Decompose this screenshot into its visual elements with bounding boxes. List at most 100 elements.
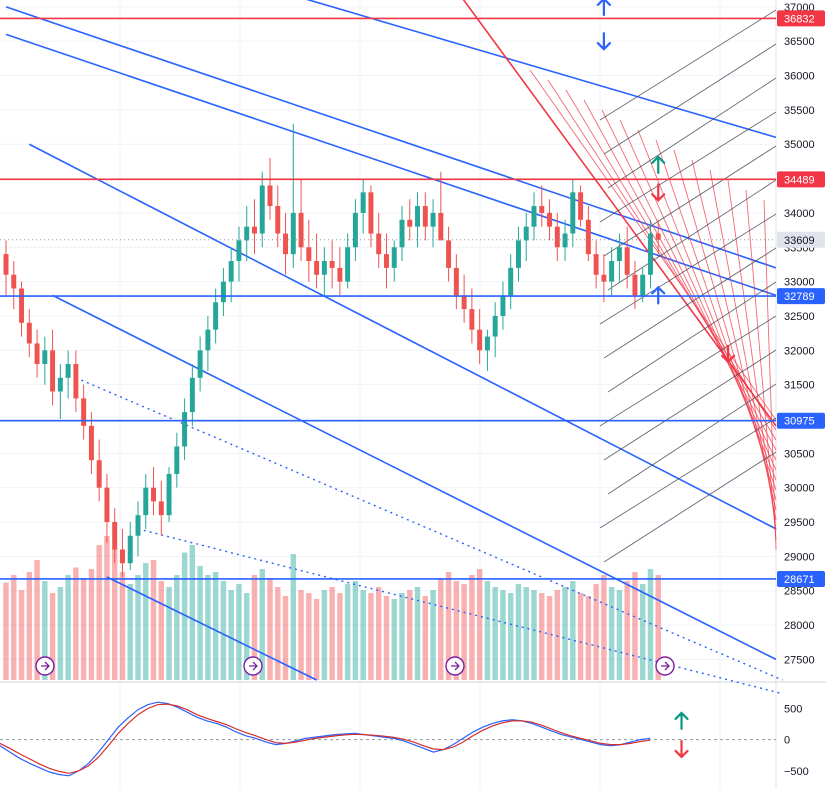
volume-bar (391, 599, 397, 680)
volume-bar (337, 593, 343, 680)
candle-body (407, 219, 413, 227)
candle-body (329, 261, 335, 268)
arrow-down-icon (651, 183, 666, 202)
price-tick-label: 33000 (784, 277, 815, 289)
volume-bar (212, 572, 219, 680)
pitchfork-line (565, 89, 777, 441)
trend-line (28, 143, 777, 530)
candle-body (127, 535, 133, 564)
volume-bar (73, 567, 79, 680)
pitchfork-line (673, 149, 777, 501)
volume-bar (111, 548, 118, 680)
trend-drawings (5, 0, 783, 695)
volume-bar (507, 593, 514, 680)
candle-body (399, 219, 405, 248)
candle-body (88, 425, 94, 461)
candle-body (547, 212, 553, 227)
level-badge (777, 570, 825, 587)
candle-body (585, 219, 591, 255)
candle-body (391, 247, 397, 268)
candle-body (50, 350, 56, 392)
volume-bar (531, 590, 537, 680)
volume-bar (34, 560, 40, 680)
candle-body (143, 487, 149, 516)
candle-body (624, 247, 630, 275)
price-tick-label: 30000 (784, 483, 815, 495)
candle-body (632, 274, 638, 296)
arrow-down-icon (596, 32, 611, 51)
macd-tick-label: 0 (784, 735, 790, 747)
volume-bar (577, 593, 584, 680)
event-arrow-icon (451, 661, 460, 671)
volume-bar (329, 587, 335, 680)
candle-body (112, 522, 118, 550)
volume-bar (228, 590, 234, 680)
volume-bar (104, 536, 110, 680)
volume-bar (453, 581, 460, 680)
volume-bar (414, 587, 421, 680)
volume-bar (135, 575, 141, 680)
candle-body (174, 446, 180, 474)
volume-bar (18, 590, 25, 680)
fib-fan-line (603, 43, 777, 155)
candle-body (430, 212, 436, 227)
candles (3, 123, 661, 577)
fib-fan-line (599, 417, 777, 529)
volume-bar (515, 584, 522, 680)
candle-body (298, 212, 304, 248)
candle-body (453, 267, 459, 296)
pitchfork-line (727, 179, 777, 531)
event-arrow-icon (249, 661, 258, 671)
volume-bar (616, 590, 623, 680)
volume-bar (96, 545, 102, 680)
candle-body (383, 254, 389, 268)
volume-bar (608, 587, 615, 680)
candle-body (220, 281, 226, 303)
candle-body (539, 206, 545, 213)
candle-body (26, 322, 32, 344)
candle-body (283, 233, 289, 255)
volume-bar (80, 578, 87, 680)
candle-body (314, 261, 320, 275)
trend-line (52, 294, 777, 661)
candle-body (251, 226, 257, 234)
volume-bar (313, 599, 320, 680)
volume-bar (306, 593, 312, 680)
volume-bar (375, 587, 382, 680)
fib-fan-line (603, 247, 777, 359)
volume-bar (282, 596, 289, 680)
volume-bars (3, 536, 661, 680)
volume-bar (492, 587, 498, 680)
level-badge (777, 412, 825, 429)
last-price-badge (777, 231, 825, 248)
dotted-line (75, 377, 783, 681)
volume-bar (422, 596, 429, 680)
candle-body (515, 240, 521, 268)
arrow-up-icon (596, 0, 611, 16)
candle-body (500, 295, 506, 316)
price-tick-label: 34000 (784, 208, 815, 220)
price-tick-label: 36000 (784, 71, 815, 83)
candle-body (11, 274, 17, 289)
candle-body (306, 247, 312, 262)
volume-bar (546, 596, 553, 680)
volume-bar (352, 581, 359, 680)
volume-bar (360, 590, 366, 680)
volume-bar (639, 584, 646, 680)
volume-bar (624, 581, 630, 680)
candle-body (484, 336, 490, 351)
volume-bar (445, 572, 452, 680)
trend-line (5, 6, 777, 269)
volume-bar (407, 590, 413, 680)
candle-body (135, 515, 141, 536)
candle-body (477, 329, 483, 351)
price-tick-label: 28000 (784, 620, 815, 632)
macd-tick-label: −500 (784, 766, 809, 778)
trend-line (106, 576, 317, 681)
candle-body (166, 473, 172, 516)
volume-bar (3, 582, 9, 680)
volume-bar (42, 581, 48, 680)
candle-body (96, 460, 102, 488)
arrow-up-icon (651, 285, 666, 305)
volume-bar (189, 545, 196, 680)
